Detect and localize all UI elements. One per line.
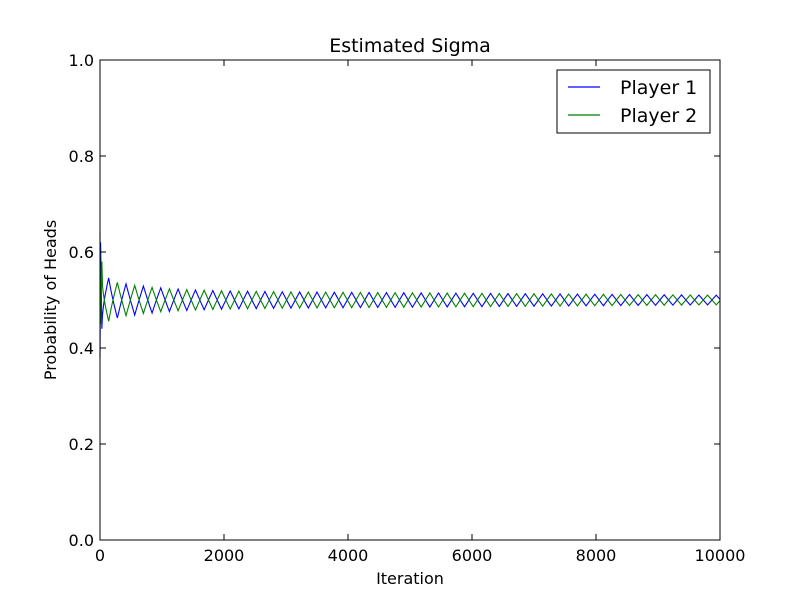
y-tick-label: 0.6	[69, 243, 94, 262]
chart-title: Estimated Sigma	[329, 35, 491, 57]
y-tick-label: 1.0	[69, 51, 94, 70]
x-tick-label: 10000	[695, 546, 746, 565]
y-axis-title: Probability of Heads	[41, 220, 60, 380]
series-layer	[99, 232, 721, 358]
x-axis-ticks: 0 2000 4000 6000 8000 10000	[95, 60, 746, 565]
y-axis-ticks: 0.0 0.2 0.4 0.6 0.8 1.0	[69, 51, 720, 550]
x-tick-label: 6000	[452, 546, 493, 565]
legend-box	[556, 69, 711, 134]
x-tick-label: 8000	[576, 546, 617, 565]
y-tick-label: 0.2	[69, 435, 94, 454]
y-tick-label: 0.4	[69, 339, 94, 358]
x-tick-label: 4000	[328, 546, 369, 565]
y-tick-label: 0.0	[69, 531, 94, 550]
x-tick-label: 0	[95, 546, 105, 565]
x-axis-title: Iteration	[376, 569, 444, 588]
legend: Player 1 Player 2	[556, 69, 711, 134]
series-line-player-2	[99, 232, 721, 325]
x-tick-label: 2000	[204, 546, 245, 565]
plot-area: 0 2000 4000 6000 8000 10000 0.0 0.2 0.4 0.6 0.8 1.…	[69, 51, 746, 565]
legend-label-player-2: Player 2	[620, 105, 697, 127]
legend-label-player-1: Player 1	[620, 77, 697, 99]
plot-frame	[99, 59, 721, 541]
y-tick-label: 0.8	[69, 147, 94, 166]
